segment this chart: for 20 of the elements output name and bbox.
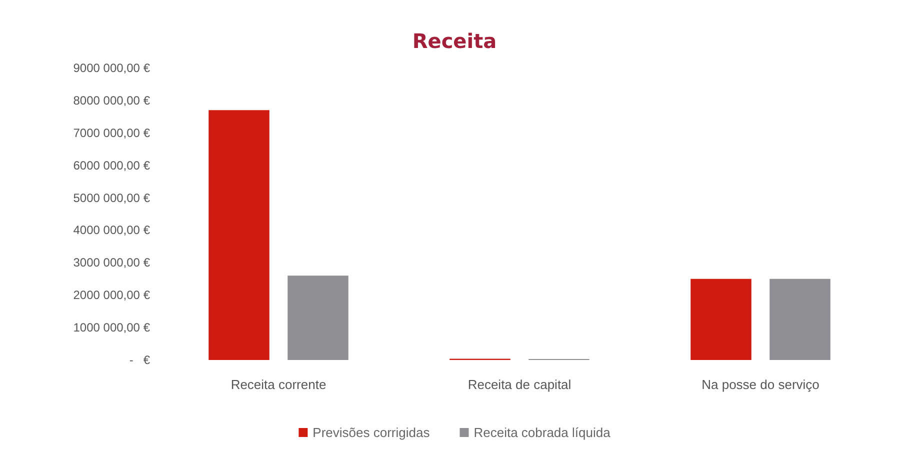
bar [208,110,270,360]
legend-label: Receita cobrada líquida [474,425,612,440]
x-tick-label: Receita de capital [468,377,572,392]
bar [288,276,348,360]
y-tick-label: 2000 000,00 € [73,288,150,302]
chart-title: Receita [412,29,497,53]
legend-label: Previsões corrigidas [312,425,430,440]
y-tick-label: 3000 000,00 € [73,256,150,270]
y-tick-label: 8000 000,00 € [73,93,150,108]
y-tick-label: 5000 000,00 € [73,190,150,205]
x-tick-label: Receita corrente [230,377,326,392]
y-tick-label: - € [129,353,150,367]
y-tick-label: 4000 000,00 € [73,223,150,238]
y-tick-label: 1000 000,00 € [73,320,150,335]
y-tick-label: 6000 000,00 € [73,158,150,172]
bar [770,278,830,360]
x-tick-label: Na posse do serviço [702,377,820,392]
y-tick-label: 9000 000,00 € [73,61,150,75]
y-tick-label: 7000 000,00 € [73,126,150,140]
bar [690,278,752,360]
